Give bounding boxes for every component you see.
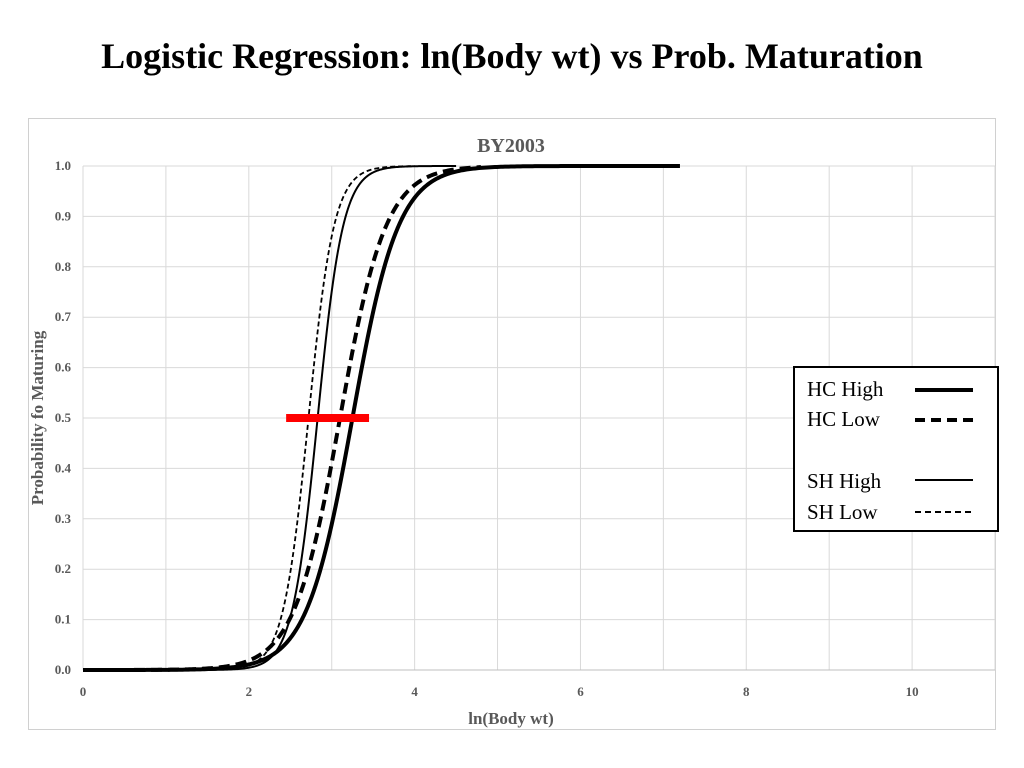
legend-label-hc-low: HC Low [807, 407, 880, 431]
x-tick-label: 10 [906, 684, 919, 699]
y-tick-label: 0.0 [55, 662, 71, 677]
x-axis-label: ln(Body wt) [468, 709, 553, 728]
chart-title: BY2003 [477, 135, 545, 157]
legend-label-hc-high: HC High [807, 377, 884, 401]
x-tick-label: 2 [246, 684, 253, 699]
series-line-hc-low [82, 165, 482, 672]
legend-label-sh-high: SH High [807, 469, 882, 493]
y-tick-label: 0.1 [55, 612, 71, 627]
x-tick-label: 0 [80, 684, 87, 699]
legend: HC High HC Low SH High SH Low [793, 366, 999, 532]
y-axis-label: Probability fo Maturing [29, 330, 47, 505]
y-tick-label: 1.0 [55, 158, 71, 173]
y-tick-label: 0.9 [55, 208, 72, 223]
x-tick-label: 4 [411, 684, 418, 699]
y-tick-label: 0.3 [55, 511, 72, 526]
y-tick-label: 0.5 [55, 410, 72, 425]
x-tick-label: 8 [743, 684, 750, 699]
slide-title: Logistic Regression: ln(Body wt) vs Prob… [101, 36, 923, 76]
y-tick-label: 0.6 [55, 360, 72, 375]
legend-label-sh-low: SH Low [807, 500, 878, 524]
y-tick-label: 0.4 [55, 460, 72, 475]
y-tick-label: 0.7 [55, 309, 72, 324]
y-tick-label: 0.2 [55, 561, 71, 576]
legend-swatches [915, 388, 979, 513]
y-tick-label: 0.8 [55, 259, 72, 274]
chart-frame: 0.0 0.1 0.2 0.3 0.4 0.5 0.6 0.7 0.8 0.9 1.0 0 2 4 6 8 10… [28, 118, 999, 730]
x-tick-label: 6 [577, 684, 584, 699]
